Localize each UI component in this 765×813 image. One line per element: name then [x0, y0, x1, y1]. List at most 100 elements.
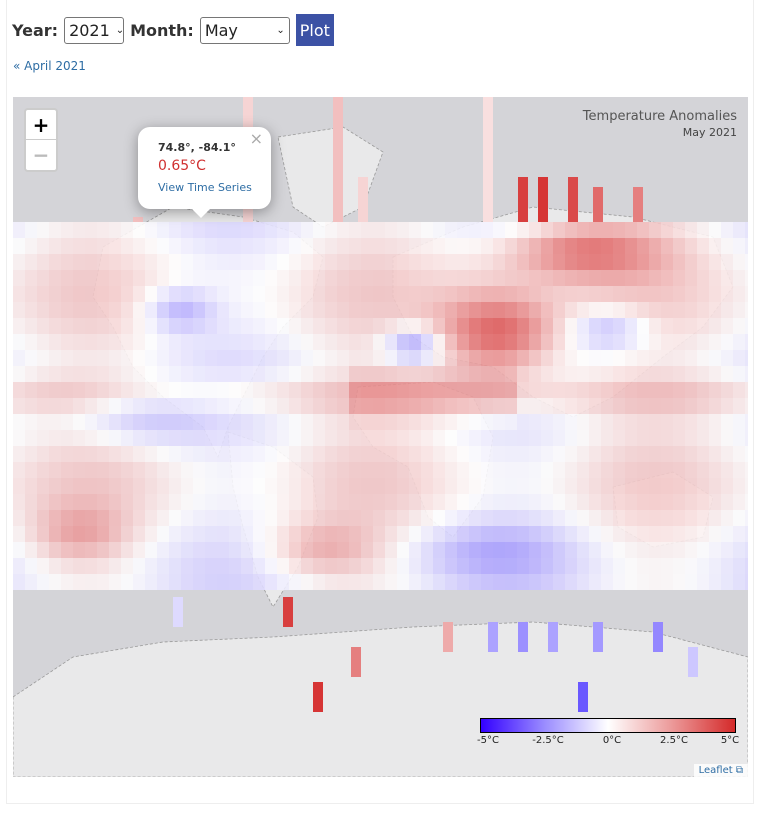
anomaly-cell[interactable] — [349, 446, 361, 462]
anomaly-cell[interactable] — [541, 270, 553, 286]
anomaly-cell[interactable] — [469, 382, 481, 398]
anomaly-cell[interactable] — [325, 254, 337, 270]
anomaly-cell[interactable] — [721, 510, 733, 526]
anomaly-cell[interactable] — [733, 542, 745, 558]
anomaly-cell[interactable] — [625, 542, 637, 558]
anomaly-cell[interactable] — [325, 542, 337, 558]
anomaly-cell[interactable] — [97, 510, 109, 526]
anomaly-cell[interactable] — [385, 494, 397, 510]
anomaly-cell[interactable] — [661, 302, 673, 318]
anomaly-cell[interactable] — [157, 270, 169, 286]
anomaly-cell[interactable] — [578, 682, 588, 712]
anomaly-cell[interactable] — [421, 334, 433, 350]
anomaly-cell[interactable] — [289, 414, 301, 430]
anomaly-cell[interactable] — [649, 542, 661, 558]
anomaly-cell[interactable] — [337, 478, 349, 494]
anomaly-cell[interactable] — [457, 558, 469, 574]
anomaly-cell[interactable] — [457, 286, 469, 302]
anomaly-cell[interactable] — [109, 366, 121, 382]
anomaly-cell[interactable] — [409, 462, 421, 478]
anomaly-cell[interactable] — [745, 494, 748, 510]
anomaly-cell[interactable] — [253, 446, 265, 462]
anomaly-cell[interactable] — [25, 462, 37, 478]
anomaly-cell[interactable] — [673, 478, 685, 494]
anomaly-cell[interactable] — [541, 558, 553, 574]
anomaly-cell[interactable] — [553, 302, 565, 318]
anomaly-cell[interactable] — [517, 574, 529, 590]
anomaly-cell[interactable] — [169, 334, 181, 350]
anomaly-cell[interactable] — [13, 222, 25, 238]
anomaly-cell[interactable] — [301, 430, 313, 446]
anomaly-cell[interactable] — [25, 494, 37, 510]
anomaly-cell[interactable] — [505, 414, 517, 430]
anomaly-cell[interactable] — [565, 350, 577, 366]
anomaly-cell[interactable] — [601, 318, 613, 334]
anomaly-cell[interactable] — [673, 494, 685, 510]
anomaly-cell[interactable] — [349, 302, 361, 318]
anomaly-cell[interactable] — [445, 366, 457, 382]
anomaly-cell[interactable] — [173, 597, 183, 627]
anomaly-cell[interactable] — [625, 414, 637, 430]
anomaly-cell[interactable] — [385, 318, 397, 334]
anomaly-cell[interactable] — [421, 382, 433, 398]
anomaly-cell[interactable] — [169, 350, 181, 366]
anomaly-cell[interactable] — [289, 238, 301, 254]
anomaly-cell[interactable] — [193, 254, 205, 270]
anomaly-cell[interactable] — [361, 254, 373, 270]
anomaly-cell[interactable] — [589, 222, 601, 238]
anomaly-cell[interactable] — [313, 286, 325, 302]
anomaly-cell[interactable] — [433, 462, 445, 478]
anomaly-cell[interactable] — [361, 350, 373, 366]
anomaly-cell[interactable] — [181, 334, 193, 350]
anomaly-cell[interactable] — [673, 302, 685, 318]
anomaly-cell[interactable] — [301, 478, 313, 494]
anomaly-cell[interactable] — [241, 526, 253, 542]
anomaly-cell[interactable] — [181, 526, 193, 542]
anomaly-cell[interactable] — [337, 254, 349, 270]
anomaly-cell[interactable] — [61, 350, 73, 366]
anomaly-cell[interactable] — [649, 270, 661, 286]
anomaly-cell[interactable] — [445, 334, 457, 350]
anomaly-cell[interactable] — [673, 558, 685, 574]
anomaly-cell[interactable] — [493, 478, 505, 494]
anomaly-cell[interactable] — [529, 286, 541, 302]
anomaly-cell[interactable] — [568, 177, 578, 222]
anomaly-cell[interactable] — [157, 318, 169, 334]
anomaly-cell[interactable] — [721, 558, 733, 574]
anomaly-cell[interactable] — [277, 350, 289, 366]
anomaly-cell[interactable] — [241, 286, 253, 302]
anomaly-cell[interactable] — [49, 542, 61, 558]
anomaly-cell[interactable] — [721, 254, 733, 270]
anomaly-cell[interactable] — [589, 526, 601, 542]
anomaly-cell[interactable] — [397, 430, 409, 446]
anomaly-cell[interactable] — [457, 494, 469, 510]
anomaly-cell[interactable] — [241, 318, 253, 334]
anomaly-cell[interactable] — [25, 398, 37, 414]
anomaly-cell[interactable] — [397, 382, 409, 398]
anomaly-cell[interactable] — [301, 222, 313, 238]
anomaly-cell[interactable] — [493, 414, 505, 430]
anomaly-cell[interactable] — [721, 414, 733, 430]
anomaly-cell[interactable] — [529, 526, 541, 542]
anomaly-cell[interactable] — [301, 542, 313, 558]
anomaly-cell[interactable] — [733, 238, 745, 254]
anomaly-cell[interactable] — [97, 398, 109, 414]
anomaly-cell[interactable] — [649, 478, 661, 494]
anomaly-cell[interactable] — [421, 270, 433, 286]
anomaly-cell[interactable] — [553, 382, 565, 398]
anomaly-cell[interactable] — [217, 414, 229, 430]
anomaly-cell[interactable] — [589, 430, 601, 446]
anomaly-cell[interactable] — [289, 526, 301, 542]
anomaly-cell[interactable] — [85, 302, 97, 318]
anomaly-cell[interactable] — [193, 238, 205, 254]
anomaly-cell[interactable] — [217, 238, 229, 254]
anomaly-cell[interactable] — [577, 350, 589, 366]
anomaly-cell[interactable] — [709, 270, 721, 286]
anomaly-cell[interactable] — [457, 510, 469, 526]
anomaly-cell[interactable] — [397, 270, 409, 286]
anomaly-cell[interactable] — [349, 462, 361, 478]
anomaly-cell[interactable] — [73, 318, 85, 334]
anomaly-cell[interactable] — [217, 318, 229, 334]
anomaly-cell[interactable] — [529, 350, 541, 366]
anomaly-cell[interactable] — [157, 478, 169, 494]
